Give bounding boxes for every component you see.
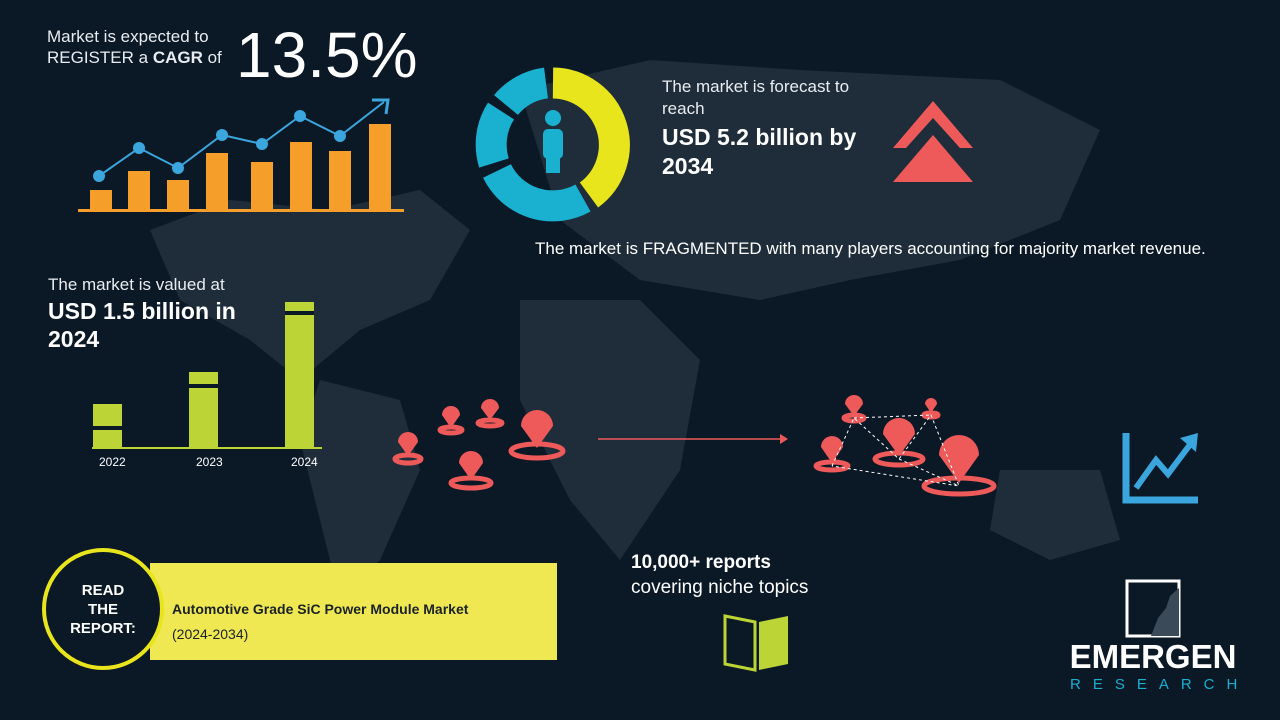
bar [167, 180, 189, 211]
tick-2022: 2022 [99, 455, 126, 469]
logo-mark [1125, 579, 1181, 638]
report-years: (2024-2034) [172, 626, 249, 642]
yearly-bar-chart [92, 302, 322, 449]
reports-line1: 10,000+ reports [631, 550, 808, 575]
read-report-label: READ THE REPORT: [70, 581, 136, 637]
valued-value: USD 1.5 billion in 2024 [48, 298, 236, 352]
growth-chart-icon [78, 98, 404, 212]
cagr-label: Market is expected to REGISTER a CAGR of [47, 26, 222, 68]
bar [128, 171, 150, 211]
person-icon [543, 110, 563, 173]
cagr-pre: REGISTER a [47, 48, 153, 67]
tick-2023: 2023 [196, 455, 223, 469]
reports-text: 10,000+ reports covering niche topics [631, 550, 808, 600]
cagr-line2: REGISTER a CAGR of [47, 47, 222, 68]
reports-line2: covering niche topics [631, 577, 809, 598]
book-icon [723, 614, 788, 672]
bar [329, 151, 351, 211]
bar-2024 [285, 302, 314, 449]
bar-2023 [189, 372, 218, 449]
logo-sub: RESEARCH [1070, 676, 1250, 693]
bar [206, 153, 228, 211]
chevron-up-icon [893, 101, 973, 182]
tick-2024: 2024 [291, 455, 318, 469]
emergen-logo: EMERGEN RESEARCH [1066, 578, 1240, 694]
cagr-post: of [202, 48, 222, 67]
bar [290, 142, 312, 211]
report-title[interactable]: Automotive Grade SiC Power Module Market [172, 601, 469, 617]
forecast-label: The market is forecast to reach [662, 77, 850, 118]
forecast-value: USD 5.2 billion by 2034 [662, 124, 857, 179]
fragmented-text: The market is FRAGMENTED with many playe… [535, 239, 1206, 258]
bar [251, 162, 273, 211]
location-pins-icon [392, 395, 997, 497]
read-report-badge[interactable]: READ THE REPORT: [42, 548, 164, 670]
donut-icon [475, 67, 630, 222]
bar [90, 190, 112, 211]
cagr-value: 13.5% [236, 19, 418, 91]
reports-count: 10,000+ reports [631, 552, 771, 573]
cagr-line1: Market is expected to [47, 27, 209, 46]
report-banner[interactable]: Automotive Grade SiC Power Module Market… [150, 563, 557, 660]
logo-name: EMERGEN [1069, 638, 1237, 675]
valued-label: The market is valued at [48, 275, 225, 294]
trend-up-icon [1122, 433, 1198, 504]
bar [369, 124, 391, 211]
cagr-bold: CAGR [152, 48, 203, 67]
